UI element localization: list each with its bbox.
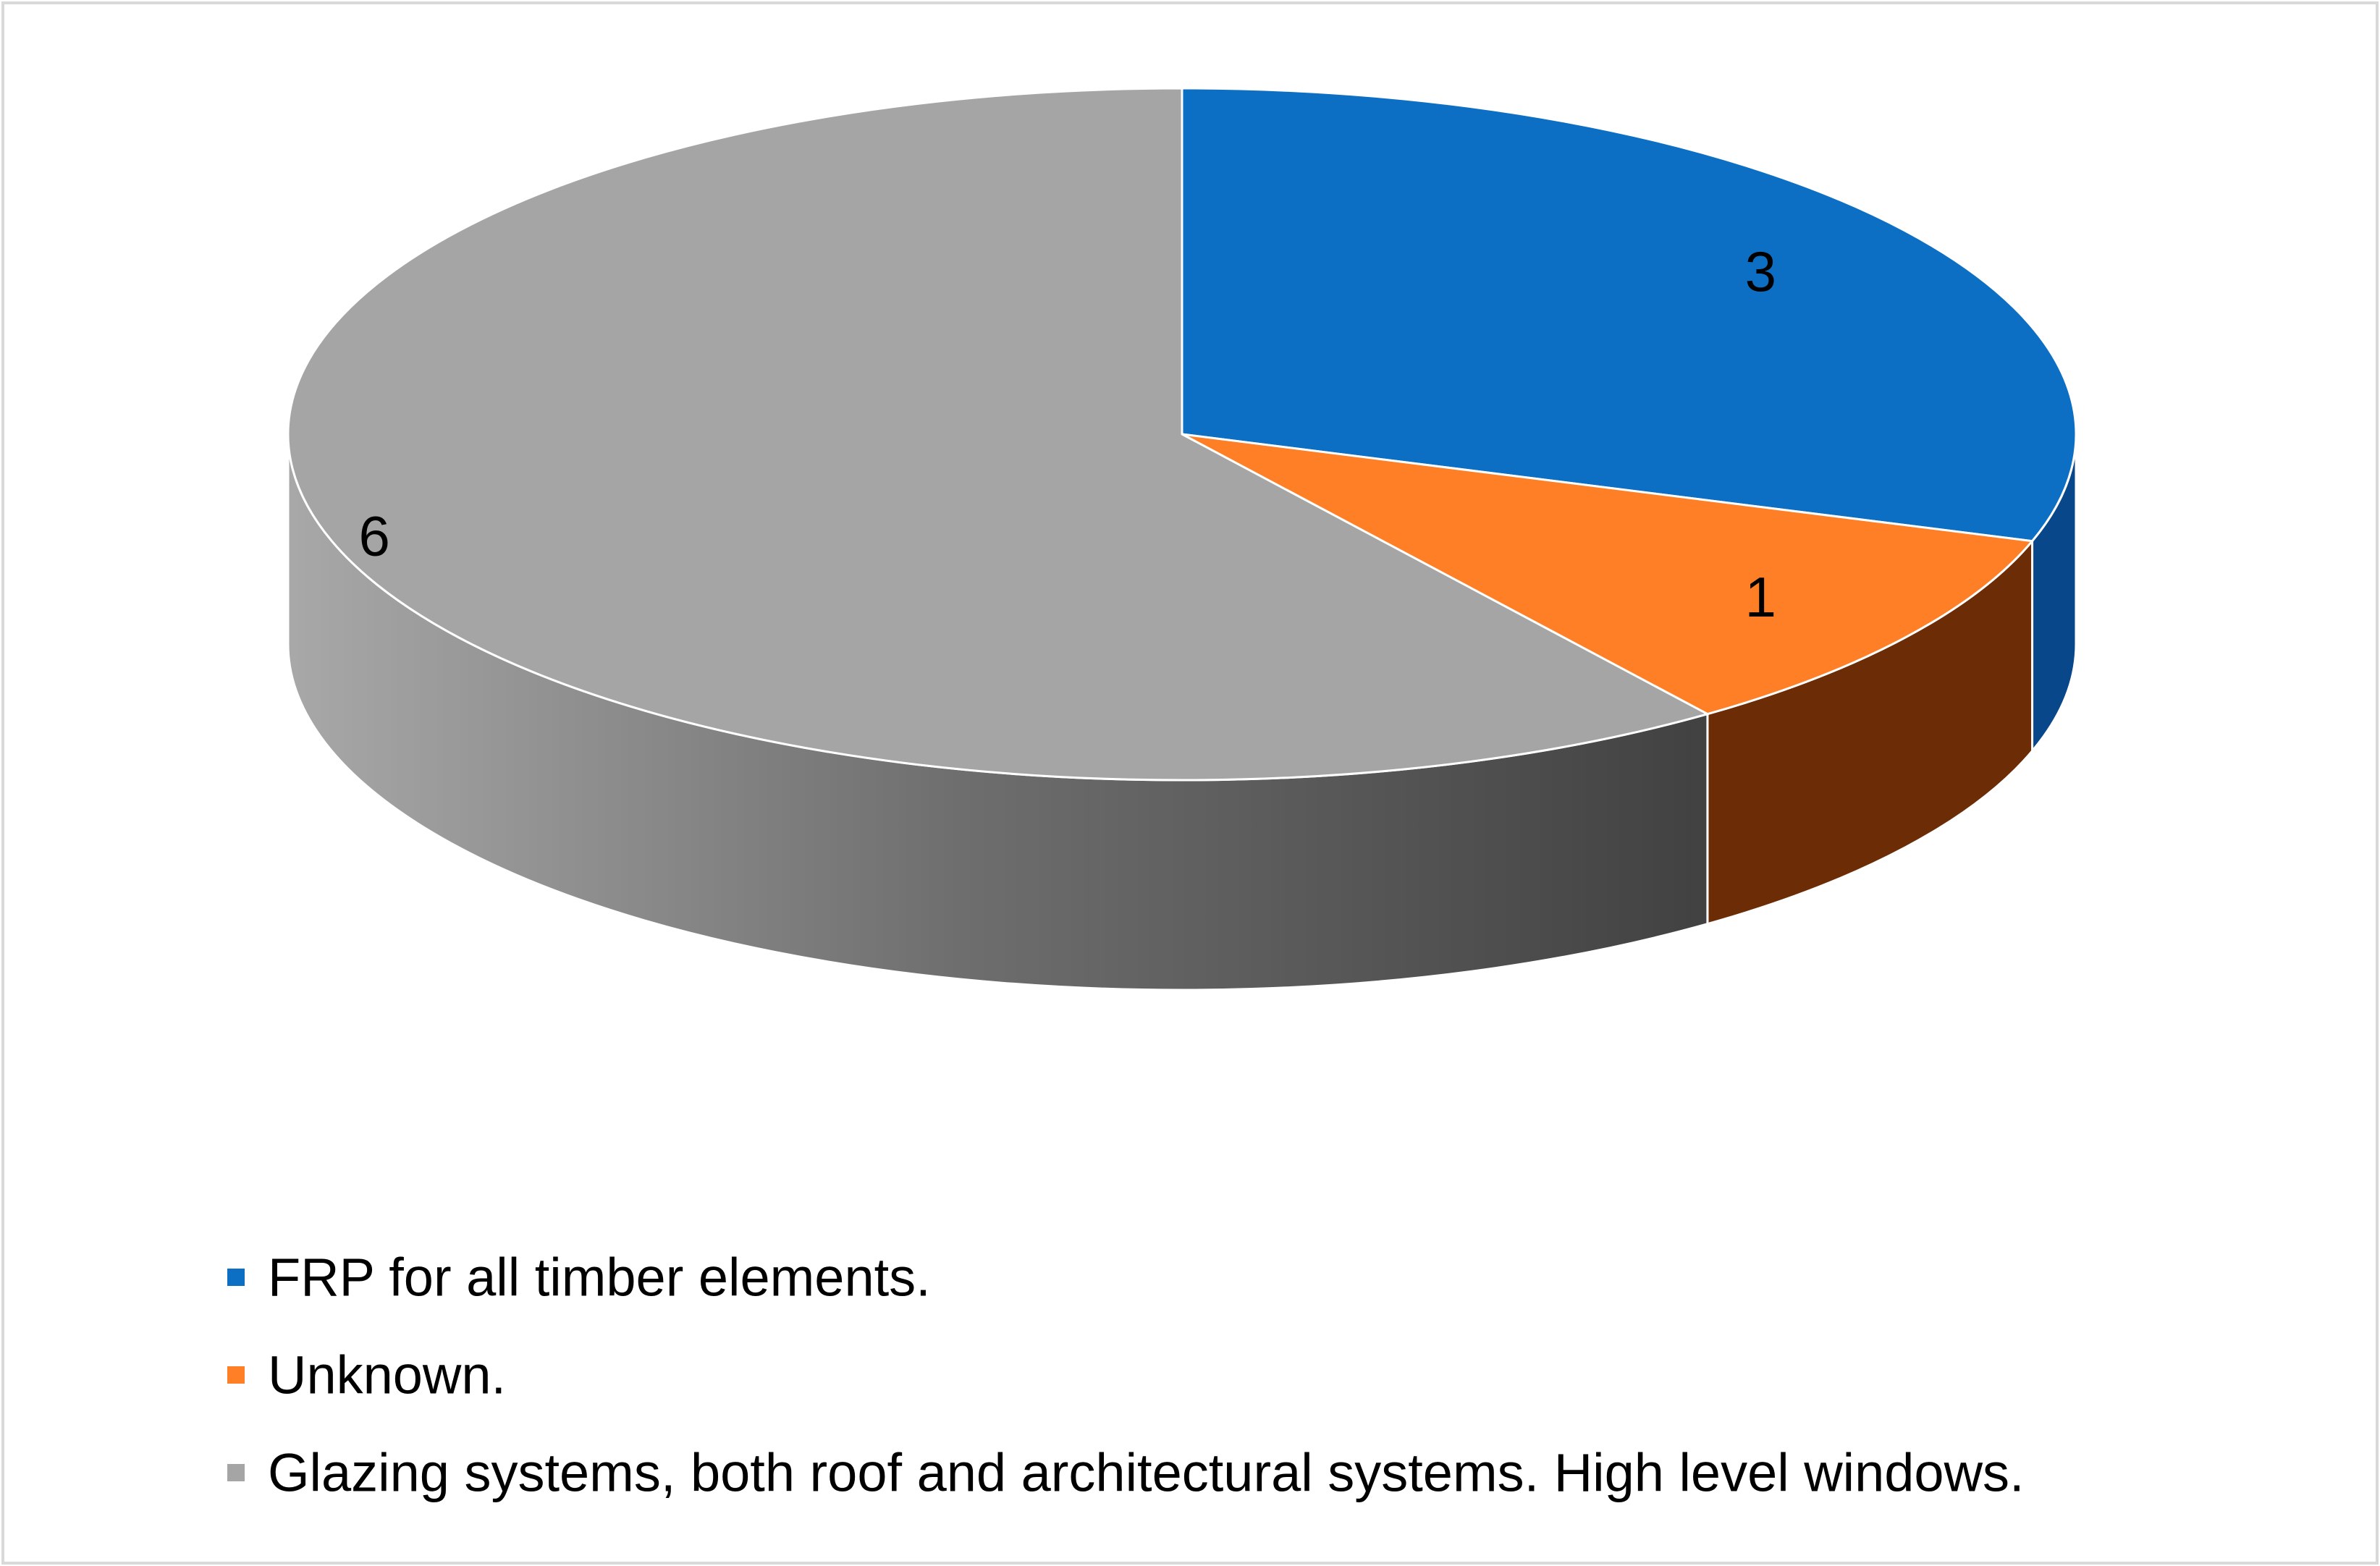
pie-slice-1 [1181, 433, 2034, 716]
legend-label-0: FRP for all timber elements. [268, 1248, 931, 1308]
legend-label-2: Glazing systems, both roof and architect… [268, 1443, 2025, 1503]
data-labels: 3 1 6 [358, 240, 1776, 629]
pie-sides [287, 433, 2077, 991]
legend-swatch-1 [227, 1366, 245, 1384]
data-label-1: 1 [1745, 565, 1776, 629]
data-label-2: 6 [358, 504, 389, 567]
legend-label-1: Unknown. [268, 1345, 506, 1405]
legend-swatch-2 [227, 1464, 245, 1481]
data-label-0: 3 [1745, 240, 1776, 303]
pie-slice-0 [1181, 87, 2077, 543]
legend-swatch-0 [227, 1269, 245, 1286]
pie-slice-2 [287, 87, 1709, 782]
legend: FRP for all timber elements. Unknown. Glaz… [227, 1248, 2025, 1503]
pie-slices [287, 87, 2077, 782]
